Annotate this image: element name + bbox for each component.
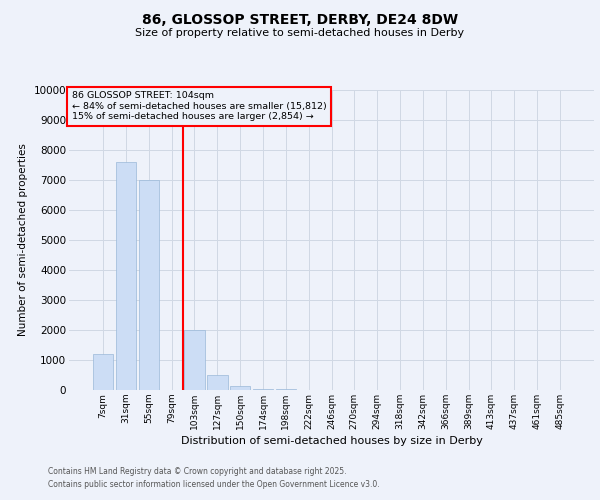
- X-axis label: Distribution of semi-detached houses by size in Derby: Distribution of semi-detached houses by …: [181, 436, 482, 446]
- Text: Contains public sector information licensed under the Open Government Licence v3: Contains public sector information licen…: [48, 480, 380, 489]
- Text: 86 GLOSSOP STREET: 104sqm
← 84% of semi-detached houses are smaller (15,812)
15%: 86 GLOSSOP STREET: 104sqm ← 84% of semi-…: [71, 92, 326, 122]
- Bar: [184, 330, 205, 390]
- Text: Size of property relative to semi-detached houses in Derby: Size of property relative to semi-detach…: [136, 28, 464, 38]
- Text: 86, GLOSSOP STREET, DERBY, DE24 8DW: 86, GLOSSOP STREET, DERBY, DE24 8DW: [142, 12, 458, 26]
- Bar: [230, 386, 250, 390]
- Bar: [116, 162, 136, 390]
- Bar: [93, 354, 113, 390]
- Y-axis label: Number of semi-detached properties: Number of semi-detached properties: [18, 144, 28, 336]
- Text: Contains HM Land Registry data © Crown copyright and database right 2025.: Contains HM Land Registry data © Crown c…: [48, 467, 347, 476]
- Bar: [253, 388, 273, 390]
- Bar: [207, 375, 227, 390]
- Bar: [139, 180, 159, 390]
